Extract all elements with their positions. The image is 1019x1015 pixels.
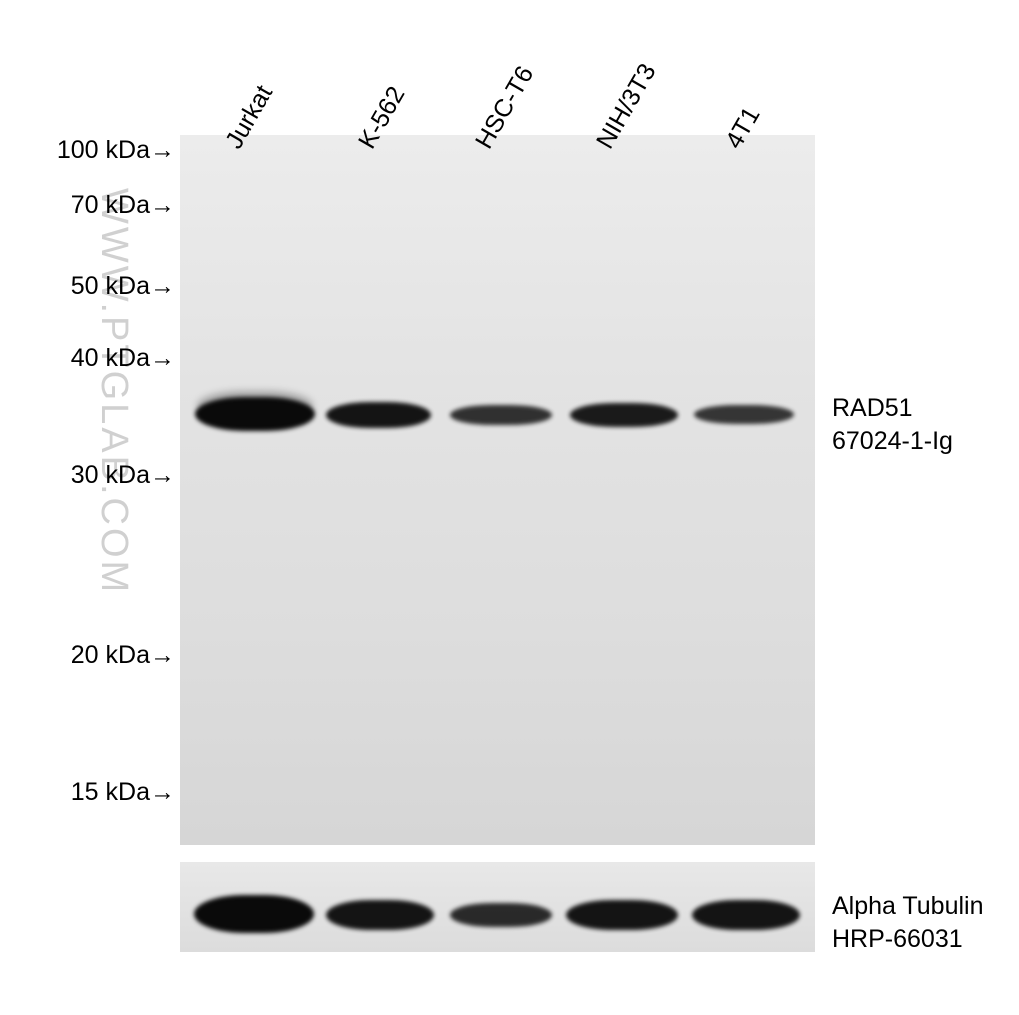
mw-label-50: 50 kDa→: [10, 274, 150, 299]
arrow-icon: →: [150, 463, 175, 488]
mw-label-15: 15 kDa→: [10, 780, 150, 805]
control-band-nih3t3: [566, 900, 678, 930]
arrow-icon: →: [150, 138, 175, 163]
control-label: Alpha Tubulin HRP-66031: [832, 890, 984, 955]
target-label-line2: 67024-1-Ig: [832, 425, 953, 458]
arrow-icon: →: [150, 346, 175, 371]
control-label-line1: Alpha Tubulin: [832, 890, 984, 923]
mw-label-30: 30 kDa→: [10, 463, 150, 488]
control-band-k562: [326, 900, 434, 930]
target-band-jurkat: [195, 397, 315, 431]
target-band-nih3t3: [570, 403, 678, 427]
mw-label-70: 70 kDa→: [10, 193, 150, 218]
target-band-k562: [326, 402, 431, 428]
control-label-line2: HRP-66031: [832, 923, 984, 956]
arrow-icon: →: [150, 274, 175, 299]
mw-label-40: 40 kDa→: [10, 346, 150, 371]
target-band-hsct6: [450, 405, 552, 425]
target-label: RAD51 67024-1-Ig: [832, 392, 953, 457]
target-band-4t1: [694, 405, 794, 424]
target-label-line1: RAD51: [832, 392, 953, 425]
control-band-hsct6: [450, 903, 552, 927]
watermark-text: WWW.PTGLAB.COM: [92, 188, 135, 595]
arrow-icon: →: [150, 780, 175, 805]
control-band-4t1: [692, 900, 800, 930]
mw-label-20: 20 kDa→: [10, 643, 150, 668]
control-band-jurkat: [194, 895, 314, 933]
arrow-icon: →: [150, 193, 175, 218]
main-blot-area: [180, 135, 815, 845]
arrow-icon: →: [150, 643, 175, 668]
mw-label-100: 100 kDa→: [10, 138, 150, 163]
